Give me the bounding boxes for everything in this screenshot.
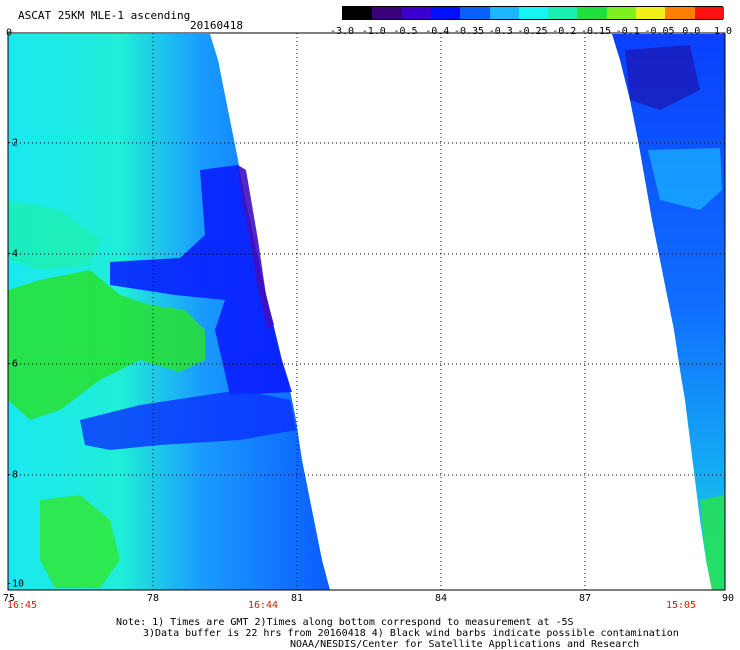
note-line-1: Note: 1) Times are GMT 2)Times along bot… (116, 617, 574, 628)
colorbar-segment (401, 7, 432, 19)
colorbar-label: 1.0 (713, 26, 733, 37)
colorbar (342, 6, 725, 20)
note-line-3: NOAA/NESDIS/Center for Satellite Applica… (290, 639, 640, 650)
colorbar-segment (577, 7, 608, 19)
x-tick-label: 87 (578, 593, 592, 604)
colorbar-label: -0.2 (552, 26, 577, 37)
colorbar-segment (343, 7, 373, 19)
west-green-region-upper (8, 200, 100, 270)
x-tick-label: 78 (146, 593, 160, 604)
colorbar-label: -0.05 (644, 26, 675, 37)
map-gridlines (8, 33, 725, 590)
note-line-2: 3)Data buffer is 22 hrs from 20160418 4)… (143, 628, 679, 639)
colorbar-segment (372, 7, 403, 19)
east-cyan-patch (648, 148, 722, 210)
colorbar-segment (518, 7, 549, 19)
colorbar-label: -0.4 (425, 26, 450, 37)
colorbar-segment (606, 7, 637, 19)
y-tick-label: -8 (6, 469, 19, 481)
colorbar-segment (636, 7, 666, 19)
colorbar-segment (548, 7, 578, 19)
time-label: 16:45 (6, 600, 38, 611)
colorbar-label: -0.15 (580, 26, 612, 37)
y-tick-label: 0 (6, 27, 13, 39)
x-tick-label: 75 (2, 593, 16, 604)
time-label: 15:05 (665, 600, 697, 611)
east-dark-patch (625, 45, 700, 110)
colorbar-label: -1.0 (361, 26, 386, 37)
y-tick-label: -10 (6, 578, 25, 590)
west-dark-edge (238, 165, 274, 330)
y-tick-label: -4 (6, 248, 19, 260)
map-date: 20160418 (190, 19, 243, 32)
x-tick-label: 84 (434, 593, 448, 604)
colorbar-label: -0.3 (488, 26, 513, 37)
east-green-tail (700, 495, 725, 590)
colorbar-label: -0.35 (453, 26, 485, 37)
colorbar-label: -0.5 (393, 26, 418, 37)
y-tick-label: -6 (6, 358, 19, 370)
colorbar-segment (665, 7, 696, 19)
x-tick-label: 90 (721, 593, 735, 604)
colorbar-label: -3.0 (329, 26, 355, 37)
west-green-region (8, 270, 205, 420)
west-blue-band-lower (80, 390, 296, 450)
colorbar-label: -0.1 (615, 26, 640, 37)
colorbar-segment (489, 7, 520, 19)
y-tick-label: -2 (6, 137, 19, 149)
map-frame (7, 32, 726, 591)
colorbar-label: 0.0 (682, 26, 701, 37)
colorbar-label: -0.25 (517, 26, 548, 37)
colorbar-segment (460, 7, 491, 19)
colorbar-segment (430, 7, 461, 19)
map-title: ASCAT 25KM MLE-1 ascending (18, 9, 191, 22)
colorbar-segment (694, 7, 725, 19)
time-label: 16:44 (247, 600, 279, 611)
x-tick-label: 81 (290, 593, 304, 604)
west-green-region-lower (40, 495, 120, 588)
